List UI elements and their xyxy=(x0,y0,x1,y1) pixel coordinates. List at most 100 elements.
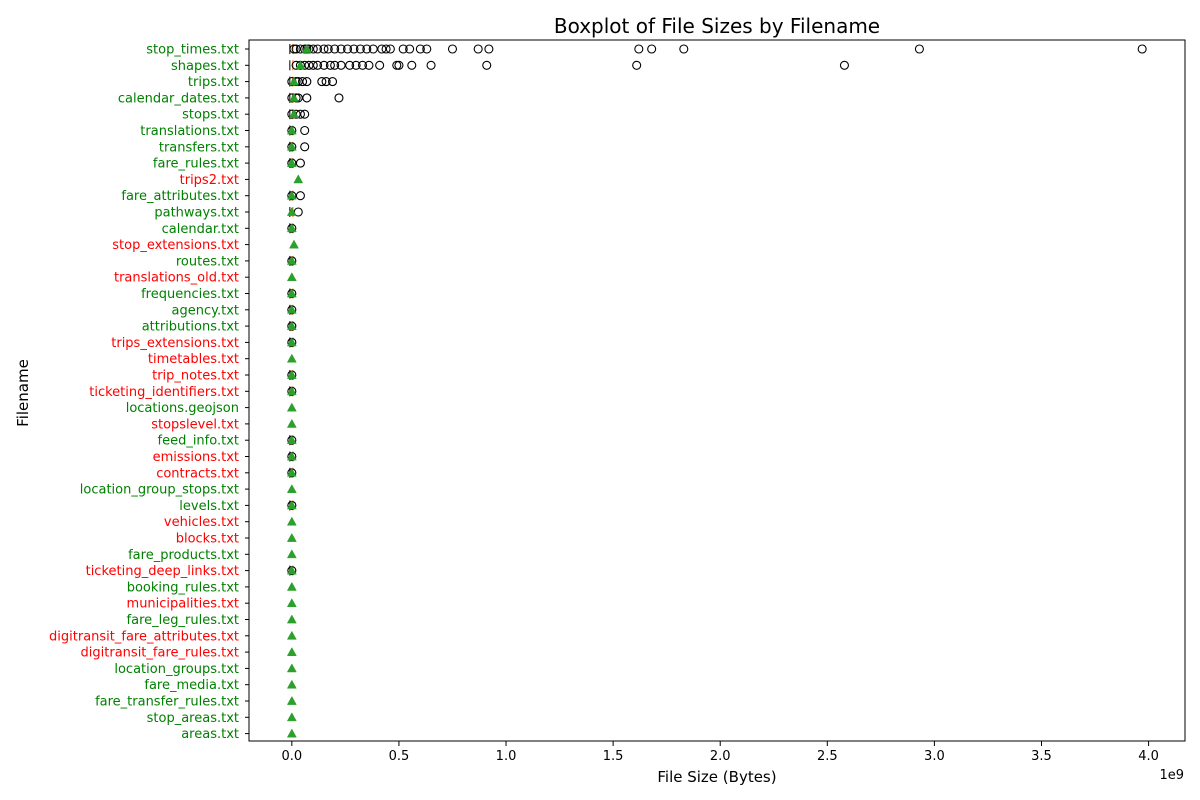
outlier-point xyxy=(647,44,657,54)
mean-marker xyxy=(286,125,297,135)
y-tick-label: ticketing_identifiers.txt xyxy=(89,385,239,400)
outlier-point xyxy=(914,44,924,54)
x-tick-label: 3.0 xyxy=(924,749,945,764)
mean-marker xyxy=(289,109,299,119)
mean-marker xyxy=(286,549,297,559)
outlier-point xyxy=(345,60,355,70)
y-tick-label: timetables.txt xyxy=(148,352,239,367)
outlier-point xyxy=(297,77,308,87)
mean-marker xyxy=(286,532,297,542)
outlier-point xyxy=(330,60,340,70)
x-tick-label: 0.0 xyxy=(281,749,302,764)
mean-marker xyxy=(286,206,297,216)
y-tick-label: feed_info.txt xyxy=(158,434,240,449)
mean-marker xyxy=(286,598,297,608)
mean-marker xyxy=(289,92,299,102)
outlier-point xyxy=(327,77,338,87)
outlier-point xyxy=(334,93,344,103)
y-tick-label: ticketing_deep_links.txt xyxy=(86,564,239,579)
y-tick-label: transfers.txt xyxy=(159,140,239,155)
y-tick-label: emissions.txt xyxy=(153,450,239,465)
outlier-point xyxy=(377,44,387,54)
outlier-point xyxy=(312,44,323,54)
mean-marker xyxy=(286,630,297,640)
outlier-point xyxy=(304,60,314,70)
outlier-point xyxy=(839,60,849,70)
x-axis-offset-text: 1e9 xyxy=(1159,768,1184,783)
x-axis-label: File Size (Bytes) xyxy=(657,768,776,786)
y-tick-label: routes.txt xyxy=(176,254,239,269)
x-tick-label: 0.5 xyxy=(389,749,410,764)
outlier-point xyxy=(357,60,368,70)
y-tick-label: areas.txt xyxy=(181,727,239,742)
outlier-point xyxy=(484,44,494,54)
x-tick-label: 2.5 xyxy=(817,749,838,764)
mean-marker xyxy=(286,272,297,282)
outlier-point xyxy=(364,60,374,70)
outlier-point xyxy=(323,44,333,54)
mean-marker xyxy=(286,369,297,379)
outlier-point xyxy=(295,158,305,168)
y-tick-label: frequencies.txt xyxy=(141,287,239,302)
y-tick-label: attributions.txt xyxy=(142,320,239,335)
outlier-point xyxy=(295,191,305,201)
y-tick-label: fare_leg_rules.txt xyxy=(127,613,239,628)
mean-marker xyxy=(286,223,297,233)
outlier-point xyxy=(330,44,340,54)
mean-marker xyxy=(293,174,304,184)
mean-marker xyxy=(286,141,297,151)
y-axis-label: Filename xyxy=(14,359,32,427)
outlier-point xyxy=(394,60,404,70)
mean-marker xyxy=(286,516,297,526)
outlier-point xyxy=(319,60,329,70)
y-tick-label: vehicles.txt xyxy=(164,515,239,530)
mean-marker xyxy=(286,500,297,510)
mean-marker xyxy=(286,190,297,200)
x-tick-label: 3.5 xyxy=(1031,749,1052,764)
outlier-point xyxy=(336,60,346,70)
outlier-point xyxy=(325,60,335,70)
outlier-point xyxy=(385,44,395,54)
y-tick-label: translations.txt xyxy=(140,124,239,139)
outlier-point xyxy=(1137,44,1147,54)
outlier-point xyxy=(300,109,310,119)
outlier-point xyxy=(473,44,483,54)
mean-marker xyxy=(286,288,297,298)
outlier-point xyxy=(447,44,458,54)
mean-marker xyxy=(286,695,297,705)
mean-marker xyxy=(286,337,297,347)
outlier-point xyxy=(291,44,301,54)
outlier-point xyxy=(422,44,432,54)
mean-marker xyxy=(295,60,306,70)
outlier-point xyxy=(317,77,327,87)
outlier-point xyxy=(362,44,372,54)
y-tick-label: locations.geojson xyxy=(126,401,239,416)
y-tick-label: fare_products.txt xyxy=(128,548,239,563)
mean-marker xyxy=(286,386,297,396)
mean-marker xyxy=(286,614,297,624)
mean-marker xyxy=(286,647,297,656)
y-tick-label: digitransit_fare_rules.txt xyxy=(81,646,239,661)
mean-marker xyxy=(286,321,297,330)
y-tick-label: stop_times.txt xyxy=(146,43,239,58)
y-tick-label: digitransit_fare_attributes.txt xyxy=(49,629,239,644)
mean-marker xyxy=(286,679,297,689)
outlier-point xyxy=(355,44,365,54)
mean-marker xyxy=(286,158,297,167)
outlier-point xyxy=(319,44,329,54)
x-tick-label: 1.0 xyxy=(496,749,517,764)
mean-marker xyxy=(286,728,297,738)
y-tick-label: translations_old.txt xyxy=(114,271,239,286)
y-tick-label: location_groups.txt xyxy=(114,662,239,677)
outlier-point xyxy=(368,44,378,54)
y-tick-label: calendar_dates.txt xyxy=(118,91,239,106)
mean-marker xyxy=(286,255,297,265)
y-tick-label: stop_areas.txt xyxy=(147,711,239,726)
outlier-point xyxy=(679,44,689,54)
outlier-point xyxy=(342,44,353,54)
y-tick-label: fare_transfer_rules.txt xyxy=(95,695,239,710)
y-tick-label: levels.txt xyxy=(179,499,239,514)
outlier-point xyxy=(349,44,359,54)
chart-title: Boxplot of File Sizes by Filename xyxy=(554,14,880,38)
